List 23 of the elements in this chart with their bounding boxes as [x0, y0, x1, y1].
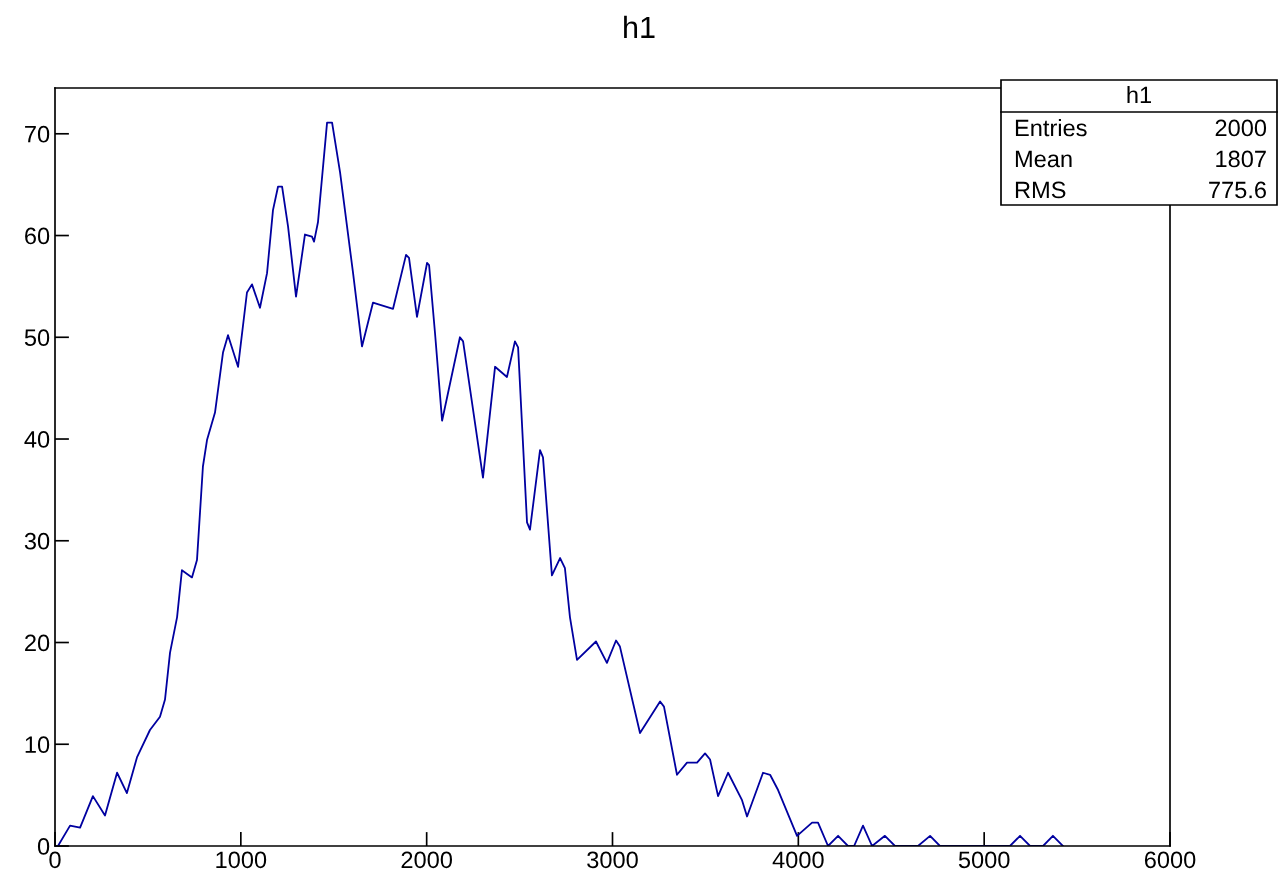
x-tick-label: 5000	[958, 851, 1010, 869]
y-tick-label: 0	[37, 838, 50, 855]
x-tick-label: 2000	[401, 851, 453, 869]
annotation: RMS	[1015, 181, 1066, 199]
annotation: h1	[1127, 86, 1151, 104]
y-tick-label: 20	[25, 634, 50, 652]
y-tick-label: 40	[24, 431, 50, 448]
x-tick-label: 3000	[587, 851, 638, 869]
y-tick-label: 30	[24, 532, 50, 550]
text: 1807	[1216, 150, 1266, 168]
text: 2000	[1215, 119, 1267, 137]
x-tick-label: 0	[49, 851, 61, 869]
x-tick-label: 4000	[772, 851, 824, 869]
chart-title: h1	[624, 15, 655, 38]
y-tick-label: 60	[25, 227, 50, 245]
text: 775.6	[1209, 181, 1266, 199]
annotation: Mean	[1015, 150, 1072, 168]
x-tick-label: 6000	[1144, 851, 1196, 869]
y-tick-label: 50	[24, 329, 50, 347]
y-tick-label: 70	[25, 125, 50, 143]
y-tick-label: 10	[25, 736, 50, 754]
annotation: Entries	[1015, 119, 1087, 137]
x-tick-label: 1000	[216, 851, 267, 869]
